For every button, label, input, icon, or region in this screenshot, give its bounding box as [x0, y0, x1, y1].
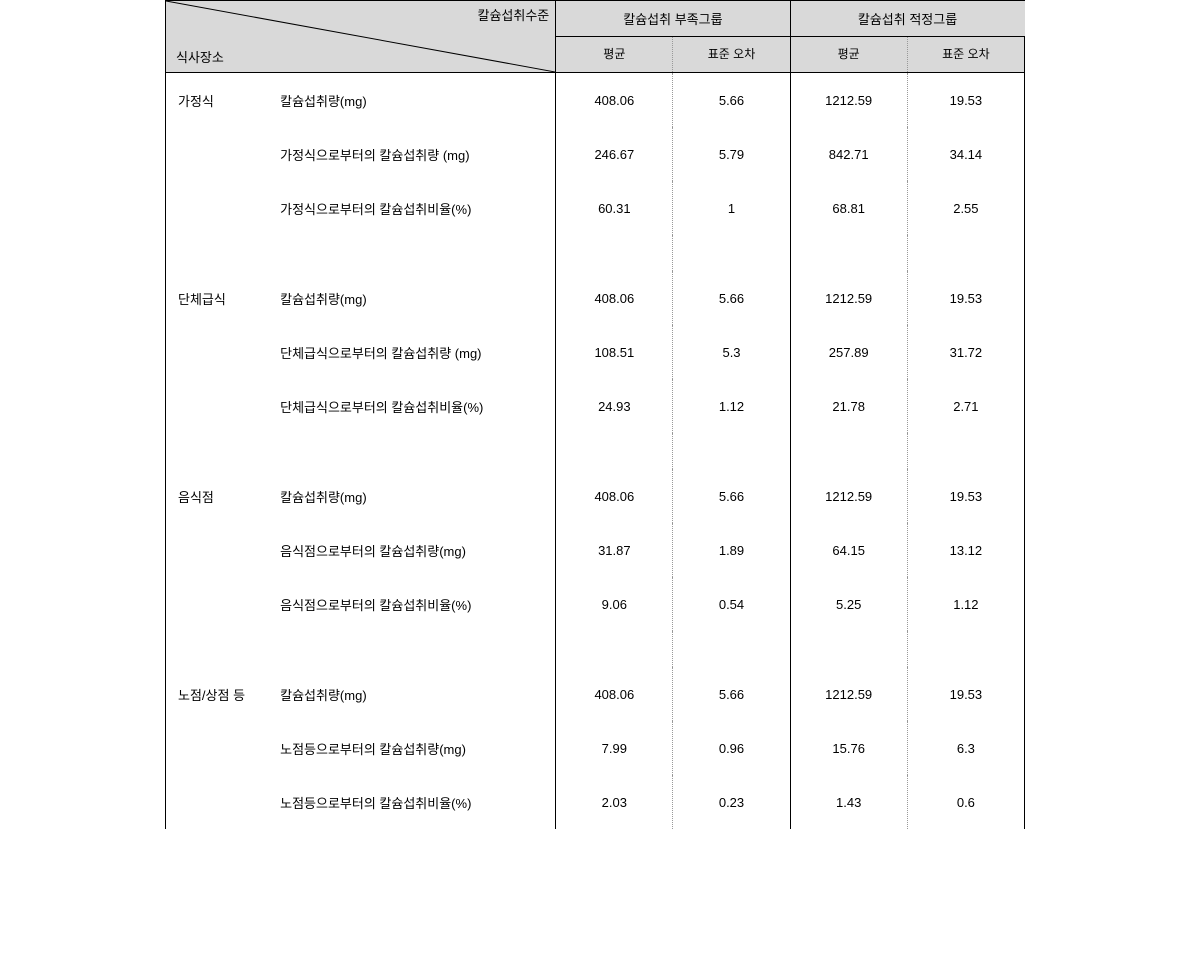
category-cell	[166, 721, 281, 775]
subheader-a-mean: 평균	[790, 37, 907, 73]
category-cell	[166, 325, 281, 379]
category-cell: 음식점	[166, 469, 281, 523]
value-cell: 1212.59	[790, 271, 907, 325]
category-cell	[166, 127, 281, 181]
value-cell: 108.51	[556, 325, 673, 379]
value-cell: 19.53	[907, 667, 1024, 721]
value-cell: 1.12	[673, 379, 790, 433]
value-cell: 5.66	[673, 271, 790, 325]
value-cell: 34.14	[907, 127, 1024, 181]
value-cell: 2.55	[907, 181, 1024, 235]
value-cell: 5.66	[673, 667, 790, 721]
value-cell: 60.31	[556, 181, 673, 235]
metric-cell: 가정식으로부터의 칼슘섭취량 (mg)	[280, 127, 556, 181]
value-cell: 0.54	[673, 577, 790, 631]
value-cell: 842.71	[790, 127, 907, 181]
group-gap-row	[166, 433, 1025, 469]
table-row: 음식점칼슘섭취량(mg)408.065.661212.5919.53	[166, 469, 1025, 523]
value-cell: 19.53	[907, 469, 1024, 523]
value-cell: 246.67	[556, 127, 673, 181]
table-row: 단체급식칼슘섭취량(mg)408.065.661212.5919.53	[166, 271, 1025, 325]
value-cell: 408.06	[556, 667, 673, 721]
metric-cell: 노점등으로부터의 칼슘섭취비율(%)	[280, 775, 556, 829]
value-cell: 21.78	[790, 379, 907, 433]
value-cell: 1.89	[673, 523, 790, 577]
value-cell: 6.3	[907, 721, 1024, 775]
table-row: 가정식으로부터의 칼슘섭취비율(%)60.31168.812.55	[166, 181, 1025, 235]
value-cell: 19.53	[907, 271, 1024, 325]
table-row: 가정식으로부터의 칼슘섭취량 (mg)246.675.79842.7134.14	[166, 127, 1025, 181]
group-gap-row	[166, 631, 1025, 667]
category-cell	[166, 523, 281, 577]
header-group-deficient: 칼슘섭취 부족그룹	[556, 1, 790, 37]
category-cell: 노점/상점 등	[166, 667, 281, 721]
value-cell: 0.6	[907, 775, 1024, 829]
value-cell: 2.71	[907, 379, 1024, 433]
category-cell	[166, 379, 281, 433]
calcium-intake-table: 칼슘섭취수준 식사장소 칼슘섭취 부족그룹 칼슘섭취 적정그룹 평균 표준 오차…	[165, 0, 1025, 829]
value-cell: 5.66	[673, 73, 790, 128]
subheader-d-mean: 평균	[556, 37, 673, 73]
table-row: 가정식칼슘섭취량(mg)408.065.661212.5919.53	[166, 73, 1025, 128]
value-cell: 19.53	[907, 73, 1024, 128]
value-cell: 13.12	[907, 523, 1024, 577]
value-cell: 1212.59	[790, 667, 907, 721]
metric-cell: 단체급식으로부터의 칼슘섭취비율(%)	[280, 379, 556, 433]
value-cell: 0.23	[673, 775, 790, 829]
value-cell: 9.06	[556, 577, 673, 631]
table-row: 단체급식으로부터의 칼슘섭취비율(%)24.931.1221.782.71	[166, 379, 1025, 433]
header-diag-bottom: 식사장소	[176, 47, 224, 66]
metric-cell: 노점등으로부터의 칼슘섭취량(mg)	[280, 721, 556, 775]
value-cell: 31.87	[556, 523, 673, 577]
value-cell: 408.06	[556, 73, 673, 128]
value-cell: 5.66	[673, 469, 790, 523]
value-cell: 64.15	[790, 523, 907, 577]
value-cell: 5.25	[790, 577, 907, 631]
value-cell: 1212.59	[790, 73, 907, 128]
value-cell: 408.06	[556, 271, 673, 325]
header-diag-top: 칼슘섭취수준	[477, 5, 549, 24]
metric-cell: 단체급식으로부터의 칼슘섭취량 (mg)	[280, 325, 556, 379]
metric-cell: 가정식으로부터의 칼슘섭취비율(%)	[280, 181, 556, 235]
table-body: 가정식칼슘섭취량(mg)408.065.661212.5919.53가정식으로부…	[166, 73, 1025, 830]
value-cell: 7.99	[556, 721, 673, 775]
table-row: 음식점으로부터의 칼슘섭취비율(%)9.060.545.251.12	[166, 577, 1025, 631]
category-cell	[166, 181, 281, 235]
category-cell: 가정식	[166, 73, 281, 128]
value-cell: 1.12	[907, 577, 1024, 631]
table-row: 단체급식으로부터의 칼슘섭취량 (mg)108.515.3257.8931.72	[166, 325, 1025, 379]
metric-cell: 칼슘섭취량(mg)	[280, 667, 556, 721]
value-cell: 408.06	[556, 469, 673, 523]
value-cell: 1.43	[790, 775, 907, 829]
value-cell: 24.93	[556, 379, 673, 433]
header-diagonal-cell: 칼슘섭취수준 식사장소	[166, 1, 556, 73]
metric-cell: 음식점으로부터의 칼슘섭취량(mg)	[280, 523, 556, 577]
value-cell: 5.79	[673, 127, 790, 181]
metric-cell: 칼슘섭취량(mg)	[280, 73, 556, 128]
category-cell	[166, 775, 281, 829]
subheader-a-se: 표준 오차	[907, 37, 1024, 73]
category-cell: 단체급식	[166, 271, 281, 325]
value-cell: 1212.59	[790, 469, 907, 523]
value-cell: 68.81	[790, 181, 907, 235]
metric-cell: 음식점으로부터의 칼슘섭취비율(%)	[280, 577, 556, 631]
value-cell: 0.96	[673, 721, 790, 775]
category-cell	[166, 577, 281, 631]
metric-cell: 칼슘섭취량(mg)	[280, 469, 556, 523]
value-cell: 31.72	[907, 325, 1024, 379]
header-group-adequate: 칼슘섭취 적정그룹	[790, 1, 1024, 37]
group-gap-row	[166, 235, 1025, 271]
value-cell: 15.76	[790, 721, 907, 775]
value-cell: 2.03	[556, 775, 673, 829]
value-cell: 1	[673, 181, 790, 235]
table-row: 노점/상점 등칼슘섭취량(mg)408.065.661212.5919.53	[166, 667, 1025, 721]
value-cell: 5.3	[673, 325, 790, 379]
value-cell: 257.89	[790, 325, 907, 379]
table-row: 노점등으로부터의 칼슘섭취비율(%)2.030.231.430.6	[166, 775, 1025, 829]
table-row: 노점등으로부터의 칼슘섭취량(mg)7.990.9615.766.3	[166, 721, 1025, 775]
subheader-d-se: 표준 오차	[673, 37, 790, 73]
table-row: 음식점으로부터의 칼슘섭취량(mg)31.871.8964.1513.12	[166, 523, 1025, 577]
metric-cell: 칼슘섭취량(mg)	[280, 271, 556, 325]
